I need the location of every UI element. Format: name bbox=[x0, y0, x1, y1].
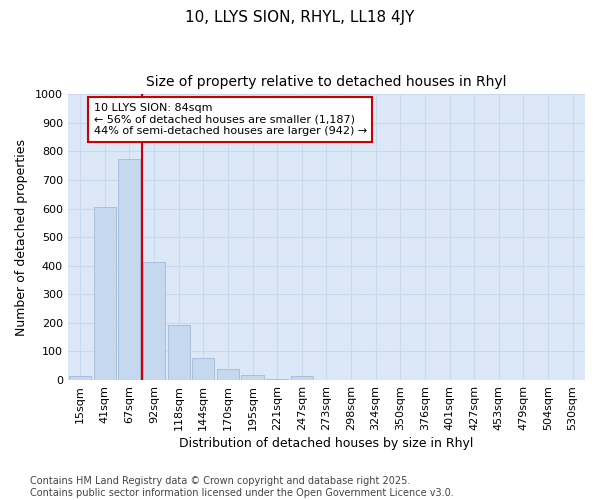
Bar bbox=[94, 206, 116, 380]
Text: Contains HM Land Registry data © Crown copyright and database right 2025.
Contai: Contains HM Land Registry data © Crown c… bbox=[30, 476, 454, 498]
Y-axis label: Number of detached properties: Number of detached properties bbox=[15, 138, 28, 336]
Bar bbox=[69, 376, 91, 380]
Bar bbox=[192, 358, 214, 380]
Text: 10, LLYS SION, RHYL, LL18 4JY: 10, LLYS SION, RHYL, LL18 4JY bbox=[185, 10, 415, 25]
Bar bbox=[241, 375, 263, 380]
Bar bbox=[167, 325, 190, 380]
Bar bbox=[143, 262, 165, 380]
X-axis label: Distribution of detached houses by size in Rhyl: Distribution of detached houses by size … bbox=[179, 437, 473, 450]
Bar bbox=[217, 368, 239, 380]
Bar bbox=[118, 158, 140, 380]
Bar bbox=[290, 376, 313, 380]
Text: 10 LLYS SION: 84sqm
← 56% of detached houses are smaller (1,187)
44% of semi-det: 10 LLYS SION: 84sqm ← 56% of detached ho… bbox=[94, 103, 367, 136]
Bar bbox=[266, 378, 288, 380]
Title: Size of property relative to detached houses in Rhyl: Size of property relative to detached ho… bbox=[146, 75, 506, 89]
